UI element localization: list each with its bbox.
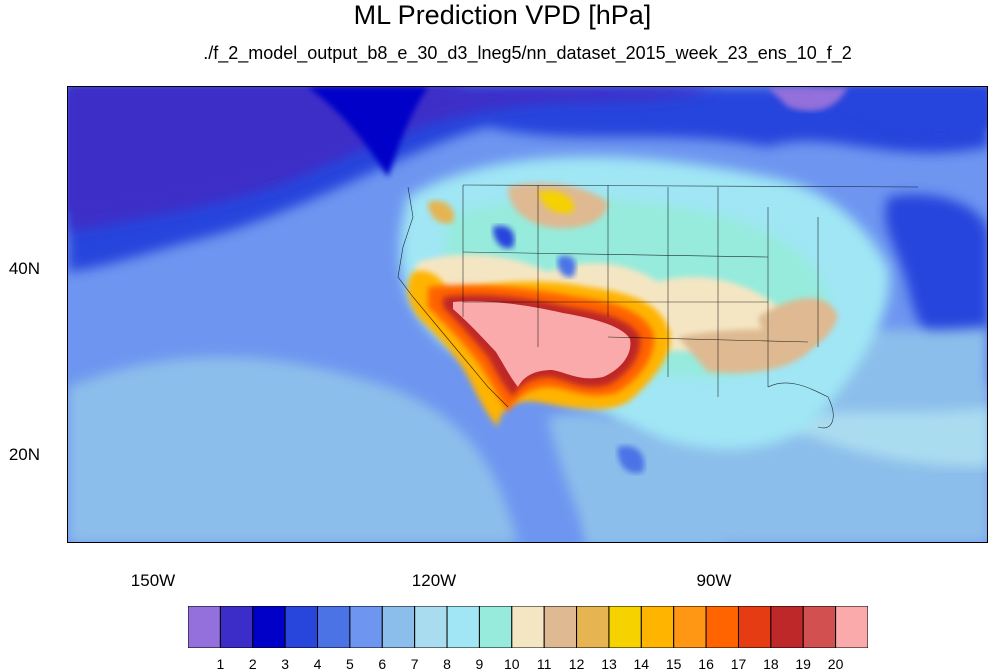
colorbar-tick-label: 11 — [536, 656, 552, 672]
lat-label-20n: 20N — [8, 445, 40, 464]
colorbar-cell — [543, 606, 578, 648]
colorbar-cell — [219, 606, 254, 648]
colorbar-tick-label: 16 — [698, 656, 714, 672]
colorbar-cell — [511, 606, 545, 648]
colorbar-tick-label: 17 — [730, 656, 747, 672]
colorbar-tick-label: 5 — [345, 656, 354, 672]
colorbar-cell — [608, 606, 642, 648]
colorbar-tick-label: 7 — [410, 656, 419, 672]
colorbar-cell — [478, 606, 513, 648]
colorbar-tick-label: 20 — [827, 656, 844, 672]
colorbar-tick-label: 2 — [248, 656, 257, 672]
map-title: ML Prediction VPD [hPa] — [353, 0, 652, 30]
colorbar-cell — [705, 606, 739, 648]
colorbar-tick-label: 15 — [665, 656, 682, 672]
colorbar-cell — [737, 606, 772, 648]
vpd-field — [68, 87, 987, 542]
lat-label-40n: 40N — [8, 259, 40, 278]
colorbar-tick-label: 4 — [313, 656, 322, 672]
colorbar-cell — [349, 606, 383, 648]
colorbar-tick-label: 9 — [475, 656, 484, 672]
lon-label-120w: 120W — [411, 571, 457, 590]
colorbar-cell — [576, 606, 610, 648]
colorbar-cell — [252, 606, 286, 648]
lon-label-90w: 90W — [696, 571, 732, 590]
colorbar-cells — [188, 606, 868, 648]
colorbar-tick-label: 18 — [763, 656, 779, 672]
colorbar-tick-label: 1 — [216, 656, 225, 672]
colorbar-cell — [770, 606, 804, 648]
colorbar-tick-label: 19 — [795, 656, 811, 672]
colorbar-tick-label: 3 — [281, 656, 289, 672]
colorbar-cell — [835, 606, 868, 648]
colorbar-cell — [284, 606, 319, 648]
colorbar — [188, 606, 868, 648]
colorbar-tick-label: 8 — [443, 656, 451, 672]
colorbar-tick-label: 12 — [568, 656, 585, 672]
colorbar-cell — [673, 606, 707, 648]
colorbar-cell — [414, 606, 448, 648]
colorbar-cell — [640, 606, 675, 648]
map-subtitle: ./f_2_model_output_b8_e_30_d3_lneg5/nn_d… — [203, 43, 852, 63]
colorbar-cell — [188, 606, 221, 648]
colorbar-tick-label: 13 — [601, 656, 617, 672]
colorbar-tick-label: 14 — [633, 656, 650, 672]
vpd-map — [67, 86, 988, 543]
colorbar-tick-label: 6 — [378, 656, 387, 672]
colorbar-cell — [802, 606, 837, 648]
colorbar-tick-label: 10 — [504, 656, 520, 672]
colorbar-cell — [317, 606, 351, 648]
lon-label-150w: 150W — [130, 571, 176, 590]
colorbar-cell — [381, 606, 416, 648]
colorbar-cell — [446, 606, 480, 648]
